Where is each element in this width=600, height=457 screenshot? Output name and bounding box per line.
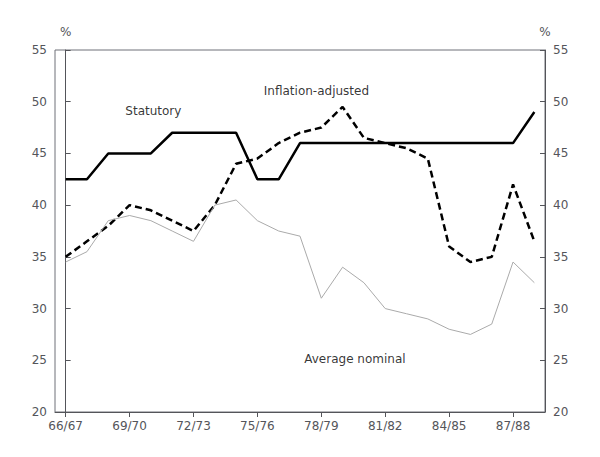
svg-text:Statutory: Statutory [125,104,181,118]
svg-text:81/82: 81/82 [368,419,403,433]
svg-text:45: 45 [32,146,47,160]
svg-text:72/73: 72/73 [176,419,211,433]
svg-text:30: 30 [553,302,568,316]
svg-text:35: 35 [553,250,568,264]
svg-text:40: 40 [32,198,47,212]
svg-text:25: 25 [32,353,47,367]
svg-text:20: 20 [553,405,568,419]
svg-text:78/79: 78/79 [304,419,339,433]
svg-text:84/85: 84/85 [432,419,467,433]
svg-text:55: 55 [32,43,47,57]
svg-text:55: 55 [553,43,568,57]
svg-text:Inflation-adjusted: Inflation-adjusted [264,84,369,98]
svg-text:66/67: 66/67 [48,419,83,433]
svg-text:45: 45 [553,146,568,160]
svg-text:75/76: 75/76 [240,419,275,433]
svg-text:50: 50 [553,95,568,109]
svg-text:20: 20 [32,405,47,419]
svg-text:35: 35 [32,250,47,264]
svg-text:%: % [539,25,550,39]
svg-text:30: 30 [32,302,47,316]
svg-text:25: 25 [553,353,568,367]
svg-text:50: 50 [32,95,47,109]
svg-text:40: 40 [553,198,568,212]
svg-text:%: % [60,25,71,39]
svg-text:Average nominal: Average nominal [304,352,405,366]
svg-text:87/88: 87/88 [496,419,531,433]
svg-text:69/70: 69/70 [112,419,147,433]
